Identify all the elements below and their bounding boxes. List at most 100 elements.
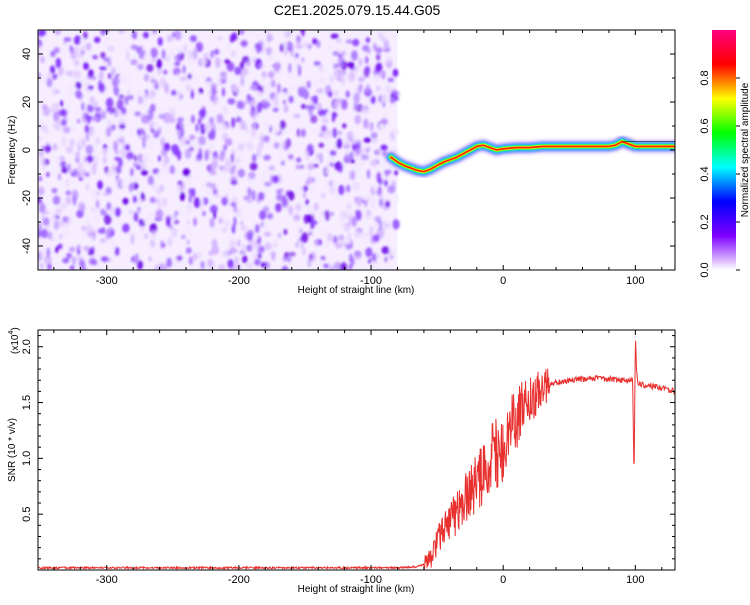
noise-blob [69, 45, 73, 51]
noise-blob [42, 217, 50, 226]
spectrogram-y-ticks: -40 -20 0 20 40 [21, 29, 675, 271]
noise-blob [45, 172, 51, 177]
noise-blob [288, 63, 292, 74]
noise-blob [234, 256, 239, 264]
noise-blob [316, 259, 324, 269]
noise-blob [302, 246, 306, 256]
noise-blob [57, 243, 63, 250]
noise-blob [237, 142, 246, 151]
noise-blob [340, 211, 345, 220]
noise-blob [376, 53, 381, 61]
noise-blob [306, 104, 311, 111]
noise-blob [378, 85, 386, 94]
noise-blob [301, 57, 305, 63]
noise-blob [213, 211, 217, 220]
noise-blob [78, 244, 83, 251]
noise-blob [349, 151, 354, 161]
noise-blob [299, 228, 303, 234]
snr-y-label: SNR (10 * v/v) [7, 418, 18, 482]
noise-blob [180, 234, 186, 240]
noise-blob [61, 137, 67, 147]
noise-blob [191, 188, 196, 198]
noise-blob [373, 221, 380, 232]
noise-blob [161, 263, 168, 270]
noise-blob [287, 74, 295, 80]
noise-blob [287, 154, 294, 160]
noise-blob [251, 190, 256, 201]
noise-blob [346, 92, 350, 97]
noise-blob [365, 146, 371, 154]
noise-blob [195, 42, 204, 53]
noise-blob [250, 127, 257, 138]
noise-blob [189, 146, 195, 152]
noise-blob [322, 117, 328, 122]
noise-blob [247, 232, 254, 242]
noise-blob [142, 31, 150, 39]
noise-blob [243, 195, 249, 201]
noise-blob [384, 179, 388, 187]
noise-blob [305, 180, 310, 186]
noise-blob [82, 169, 86, 177]
noise-blob [176, 255, 183, 261]
noise-blob [111, 239, 117, 251]
noise-blob [179, 191, 185, 202]
noise-blob [60, 166, 69, 174]
noise-blob [295, 44, 303, 50]
noise-blob [113, 84, 117, 95]
noise-blob [149, 103, 156, 113]
noise-blob [296, 128, 301, 138]
noise-blob [381, 94, 387, 103]
noise-blob [226, 61, 235, 72]
noise-blob [178, 261, 183, 270]
noise-blob [51, 86, 57, 96]
noise-blob [59, 234, 63, 240]
noise-blob [347, 232, 351, 243]
noise-blob [333, 261, 342, 270]
snr-x-tick-label: -300 [96, 574, 118, 586]
noise-blob [231, 117, 235, 128]
noise-blob [42, 106, 51, 117]
noise-blob [187, 73, 192, 80]
noise-blob [51, 213, 57, 222]
noise-blob [184, 210, 192, 220]
noise-blob [249, 162, 258, 171]
noise-blob [70, 180, 78, 185]
noise-blob [277, 232, 282, 238]
noise-blob [334, 130, 343, 136]
noise-blob [372, 234, 380, 243]
noise-blob [57, 173, 62, 181]
noise-blob [193, 137, 199, 147]
noise-blob [93, 100, 98, 108]
noise-blob [334, 100, 340, 111]
noise-blob [296, 157, 302, 163]
noise-blob [208, 196, 213, 205]
noise-blob [358, 83, 363, 93]
spectrogram-x-label: Height of straight line (km) [298, 285, 415, 296]
noise-blob [180, 127, 185, 138]
noise-blob [127, 95, 134, 100]
noise-blob [236, 48, 240, 53]
noise-blob [182, 168, 191, 177]
colorbar-tick-label: 0.0 [699, 262, 711, 277]
noise-blob [77, 202, 86, 213]
noise-blob [333, 90, 340, 97]
noise-blob [238, 209, 245, 220]
noise-blob [91, 116, 99, 122]
noise-blob [390, 96, 395, 105]
noise-blob [47, 263, 52, 270]
noise-blob [238, 30, 245, 35]
noise-blob [164, 112, 172, 124]
noise-blob [38, 202, 46, 214]
colorbar-tick-label: 0.6 [699, 118, 711, 133]
noise-blob [312, 38, 318, 45]
noise-blob [313, 79, 321, 86]
noise-blob [102, 57, 111, 62]
noise-blob [394, 169, 399, 176]
noise-blob [305, 150, 310, 161]
noise-blob [263, 101, 271, 108]
noise-blob [381, 30, 389, 35]
noise-blob [47, 231, 53, 240]
noise-blob [329, 150, 337, 157]
noise-blob [90, 186, 98, 198]
colorbar-tick-label: 0.8 [699, 70, 711, 85]
